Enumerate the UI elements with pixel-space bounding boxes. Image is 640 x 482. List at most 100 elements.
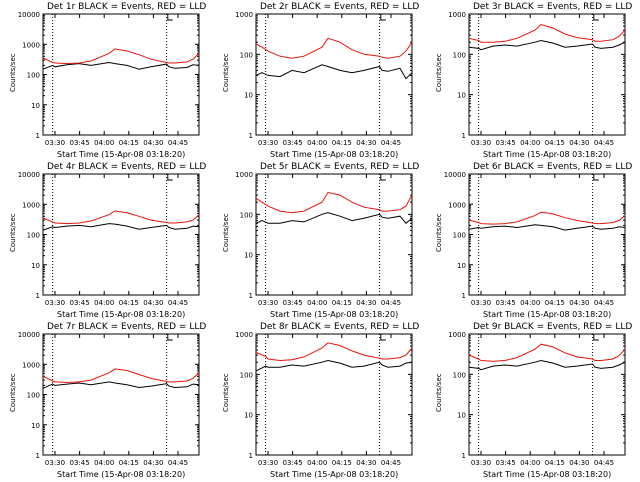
lld-series-line [255, 342, 413, 362]
x-tick-label: 04:45 [594, 139, 614, 147]
x-tick-label: 04:45 [381, 139, 401, 147]
y-tick-label: 1 [36, 132, 40, 140]
x-tick-label: 04:30 [143, 459, 163, 467]
plot-frame [255, 333, 413, 456]
events-series-line [255, 212, 413, 225]
chart-svg: 1 10 100 1000 10000 03:30 03:45 04:00 04:15 04:30… [444, 171, 626, 307]
events-series-line [468, 359, 626, 371]
x-tick-label: 03:30 [471, 139, 491, 147]
interval-marker-box [167, 334, 173, 341]
lld-series-line [468, 211, 626, 225]
x-tick-label: 04:30 [143, 299, 163, 307]
events-series-line [468, 224, 626, 231]
x-tick-label: 04:15 [332, 139, 352, 147]
panel-title: Det 2r BLACK = Events, RED = LLD [260, 2, 420, 12]
detector-panel-5: Det 5r BLACK = Events, RED = LLD Counts/s… [216, 162, 429, 322]
lld-series-line [42, 48, 200, 65]
x-tick-label: 03:45 [283, 299, 303, 307]
y-tick-label: 100 [453, 371, 466, 379]
x-tick-label: 03:45 [283, 139, 303, 147]
interval-marker-box [380, 334, 386, 341]
plot-frame [42, 13, 200, 136]
y-tick-label: 10000 [18, 11, 40, 19]
x-tick-label: 04:15 [332, 299, 352, 307]
chart-svg: 1 10 100 1000 10000 03:30 03:45 04:00 04:15 04:30… [18, 171, 200, 307]
x-tick-label: 04:30 [569, 139, 589, 147]
x-tick-label: 03:30 [45, 459, 65, 467]
x-axis-label: Start Time (15-Apr-08 03:18:20) [270, 470, 399, 479]
x-tick-label: 04:30 [356, 139, 376, 147]
x-tick-label: 04:45 [381, 459, 401, 467]
y-tick-label: 10000 [444, 171, 466, 179]
plot-frame [42, 173, 200, 296]
y-tick-label: 10 [244, 412, 253, 420]
y-tick-label: 10 [31, 262, 40, 270]
x-axis-label: Start Time (15-Apr-08 03:18:20) [57, 310, 186, 319]
detector-panel-3: Det 3r BLACK = Events, RED = LLD Counts/s… [429, 2, 640, 162]
x-tick-label: 04:30 [356, 299, 376, 307]
y-tick-label: 1 [249, 132, 253, 140]
panel-title: Det 5r BLACK = Events, RED = LLD [260, 162, 420, 172]
y-tick-label: 1 [36, 292, 40, 300]
x-axis-label: Start Time (15-Apr-08 03:18:20) [270, 150, 399, 159]
events-series-line [42, 381, 200, 389]
y-tick-label: 1 [462, 452, 466, 460]
chart-svg: 1 10 100 1000 03:30 03:45 04:00 04:15 04:30 04:45 [235, 11, 413, 147]
x-tick-label: 04:00 [520, 139, 540, 147]
panel-title: Det 6r BLACK = Events, RED = LLD [473, 162, 633, 172]
x-tick-label: 04:00 [94, 459, 114, 467]
x-tick-label: 04:00 [94, 139, 114, 147]
y-tick-label: 10 [244, 252, 253, 260]
x-tick-label: 04:45 [594, 299, 614, 307]
x-tick-label: 03:30 [471, 299, 491, 307]
events-series-line [42, 61, 200, 70]
y-tick-label: 1000 [448, 201, 466, 209]
x-tick-label: 03:45 [70, 299, 90, 307]
detector-panel-6: Det 6r BLACK = Events, RED = LLD Counts/s… [429, 162, 640, 322]
x-tick-label: 03:45 [70, 459, 90, 467]
panel-title: Det 4r BLACK = Events, RED = LLD [47, 162, 207, 172]
interval-marker-box [593, 174, 599, 181]
chart-svg: 1 10 100 1000 03:30 03:45 04:00 04:15 04:30 04:45 [235, 331, 413, 467]
lld-series-line [42, 210, 200, 225]
panel-title: Det 9r BLACK = Events, RED = LLD [473, 322, 633, 332]
interval-marker-box [167, 174, 173, 181]
chart-svg: 1 10 100 1000 03:30 03:45 04:00 04:15 04:30 04:45 [448, 11, 626, 147]
x-tick-label: 04:15 [545, 139, 565, 147]
y-tick-label: 1000 [235, 171, 253, 179]
interval-marker-box [593, 334, 599, 341]
y-tick-label: 100 [453, 51, 466, 59]
y-tick-label: 1 [36, 452, 40, 460]
x-tick-label: 03:30 [45, 139, 65, 147]
y-tick-label: 100 [27, 392, 40, 400]
x-tick-label: 04:30 [569, 459, 589, 467]
chart-svg: 1 10 100 1000 10000 03:30 03:45 04:00 04:15 04:30… [18, 331, 200, 467]
x-tick-label: 04:00 [520, 299, 540, 307]
y-tick-label: 1000 [22, 361, 40, 369]
panel-title: Det 3r BLACK = Events, RED = LLD [473, 2, 633, 12]
x-tick-label: 04:00 [520, 459, 540, 467]
y-tick-label: 100 [240, 371, 253, 379]
lld-series-line [42, 368, 200, 384]
x-tick-label: 04:15 [545, 459, 565, 467]
events-series-line [255, 359, 413, 372]
x-tick-label: 04:00 [307, 459, 327, 467]
x-tick-label: 04:30 [569, 299, 589, 307]
y-tick-label: 1000 [235, 331, 253, 339]
x-tick-label: 03:45 [496, 299, 516, 307]
x-tick-label: 04:30 [143, 139, 163, 147]
interval-marker-box [380, 174, 386, 181]
x-axis-label: Start Time (15-Apr-08 03:18:20) [483, 310, 612, 319]
events-series-line [255, 64, 413, 80]
y-tick-label: 1 [462, 292, 466, 300]
lld-series-line [468, 343, 626, 362]
chart-svg: 1 10 100 1000 10000 03:30 03:45 04:00 04:15 04:30… [18, 11, 200, 147]
detector-panel-2: Det 2r BLACK = Events, RED = LLD Counts/s… [216, 2, 429, 162]
y-tick-label: 100 [240, 51, 253, 59]
x-tick-label: 03:45 [283, 459, 303, 467]
x-tick-label: 04:45 [168, 459, 188, 467]
y-tick-label: 1000 [22, 201, 40, 209]
panel-title: Det 1r BLACK = Events, RED = LLD [47, 2, 207, 12]
interval-marker-box [167, 14, 173, 21]
